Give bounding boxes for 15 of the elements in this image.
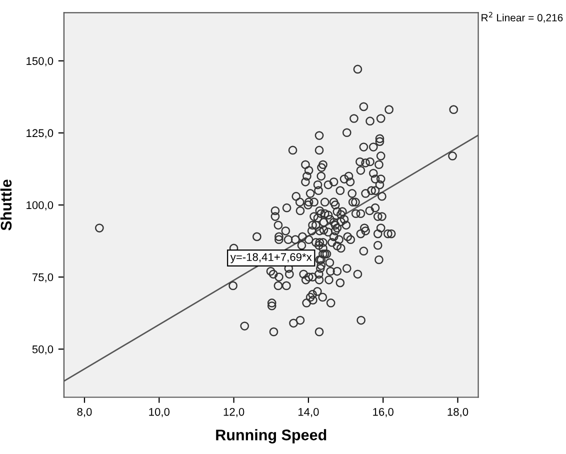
x-tick-label: 16,0: [373, 408, 394, 418]
y-tick-label: 50,0: [32, 345, 54, 355]
x-tick-label: 8,0: [77, 408, 92, 418]
y-tick-label: 125,0: [26, 129, 54, 138]
y-axis-title: Shuttle: [0, 180, 12, 230]
y-tick-label: 100,0: [26, 201, 54, 210]
x-tick-label: 14,0: [298, 408, 319, 418]
x-axis-title: Running Speed: [216, 429, 326, 444]
annotation: y=-18,41+7,69*x: [230, 253, 312, 264]
y-tick-label: 75,0: [32, 273, 54, 282]
x-tick-label: 12,0: [224, 408, 244, 418]
y-tick-label: 150,0: [26, 57, 54, 66]
x-tick-label: 10,0: [149, 408, 170, 418]
x-tick-label: 18,0: [448, 408, 468, 418]
text: R$^{2}$ Linear = 0,216: [482, 12, 563, 23]
